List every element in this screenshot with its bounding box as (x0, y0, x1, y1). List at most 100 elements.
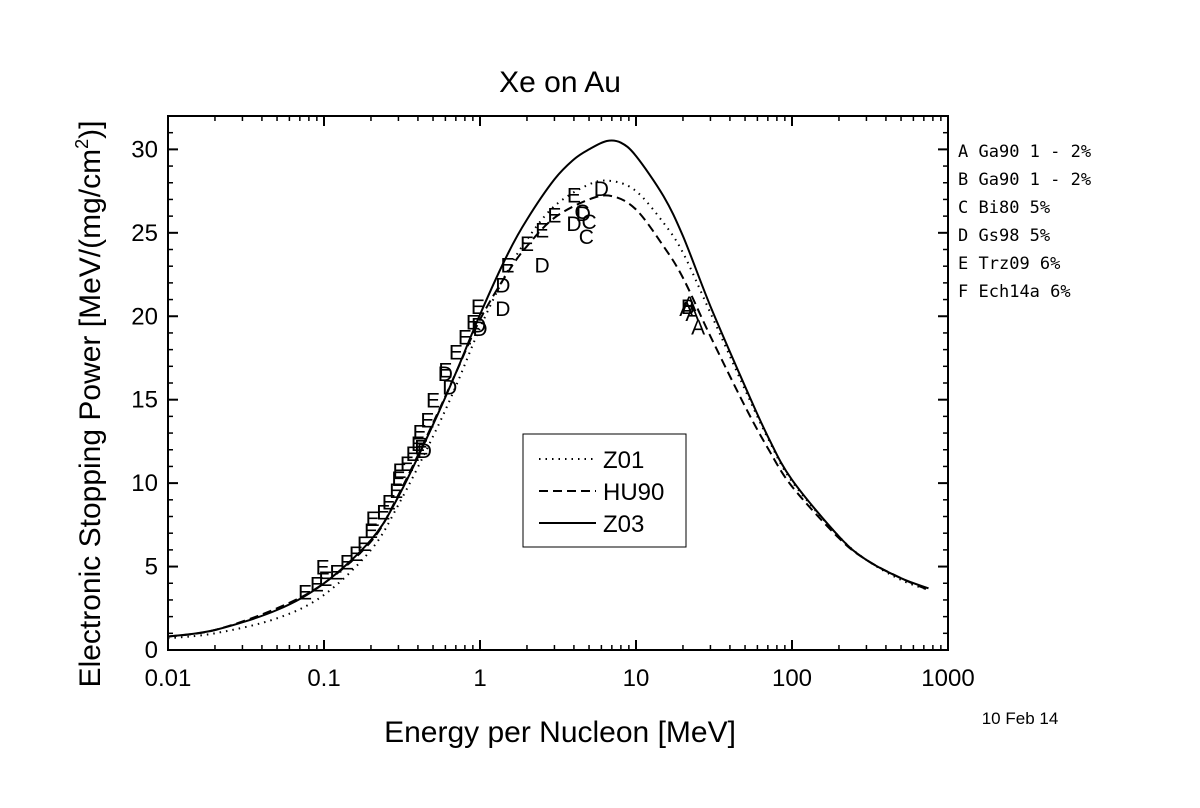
y-tick-label: 20 (131, 303, 158, 330)
axis-ticks: 0.01 0.1 1 10 100 1000 0 5 10 15 20 25 30 (131, 116, 975, 692)
data-point-d: D (576, 203, 591, 226)
reference-item-a: A Ga90 1 - 2% (958, 142, 1091, 162)
data-point-c: C (581, 211, 596, 234)
x-tick-label: 1000 (921, 665, 974, 692)
y-tick-label: 25 (131, 220, 158, 247)
y-axis-label-main: Electronic Stopping Power [MeV/(mg/cm (74, 149, 107, 688)
data-point-a: A (685, 303, 699, 326)
reference-letter: A (958, 142, 968, 162)
data-point-d: D (471, 315, 486, 338)
data-point-d: D (495, 298, 510, 321)
reference-letter: D (958, 226, 968, 246)
reference-list: A Ga90 1 - 2% B Ga90 1 - 2% C Bi80 5% D … (958, 142, 1091, 302)
data-point-e: E (391, 468, 405, 491)
curves (167, 139, 929, 640)
data-point-d: D (438, 363, 453, 386)
date-stamp: 10 Feb 14 (982, 709, 1059, 728)
reference-text: Trz09 6% (979, 254, 1061, 274)
data-point-a: A (691, 316, 705, 339)
reference-text: Ech14a 6% (979, 282, 1071, 302)
data-point-e: E (298, 582, 312, 605)
data-point-e: E (329, 562, 343, 585)
data-points: EEEEEEEEEEEEEEEEEEEEDEEEDDEEEEDDDDEEDEEE… (298, 178, 705, 605)
x-tick-label: 0.1 (307, 665, 340, 692)
x-tick-label: 0.01 (145, 665, 192, 692)
reference-text: Ga90 1 - 2% (979, 142, 1092, 162)
x-tick-label: 1 (473, 665, 486, 692)
data-point-e: E (535, 219, 549, 242)
reference-text: Bi80 5% (979, 198, 1051, 218)
data-point-d: D (417, 440, 432, 463)
data-point-e: E (357, 533, 371, 556)
curve-hu90 (167, 194, 929, 638)
data-point-e: E (406, 443, 420, 466)
data-point-d: D (534, 255, 549, 278)
data-point-c: C (579, 226, 594, 249)
reference-text: Ga90 1 - 2% (979, 170, 1092, 190)
y-tick-label: 15 (131, 387, 158, 414)
x-tick-label: 10 (623, 665, 650, 692)
data-point-b: B (681, 296, 695, 319)
data-point-d: D (566, 213, 581, 236)
data-point-e: E (426, 390, 440, 413)
data-point-d: D (472, 318, 487, 341)
data-point-e: E (466, 311, 480, 334)
reference-text: Gs98 5% (979, 226, 1051, 246)
chart-title: Xe on Au (499, 66, 621, 99)
data-point-e: E (413, 421, 427, 444)
legend-box (522, 433, 687, 548)
legend-label-hu90: HU90 (603, 479, 664, 506)
reference-letter: E (958, 254, 968, 274)
x-tick-label: 100 (772, 665, 812, 692)
data-point-d: D (495, 275, 510, 298)
data-point-e: E (366, 508, 380, 531)
data-point-e: E (364, 520, 378, 543)
data-point-e: E (389, 480, 403, 503)
plot-frame (167, 115, 949, 651)
curve-z01 (167, 179, 929, 640)
y-axis-label-end: )] (74, 121, 107, 139)
data-point-e: E (316, 557, 330, 580)
reference-item-e: E Trz09 6% (958, 254, 1060, 274)
reference-letter: B (958, 170, 968, 190)
data-point-a: A (682, 293, 696, 316)
data-point-e: E (310, 573, 324, 596)
reference-item-f: F Ech14a 6% (958, 282, 1071, 302)
data-point-e: E (458, 326, 472, 349)
data-point-e: E (438, 360, 452, 383)
y-axis-label-superscript: 2 (72, 139, 92, 149)
data-point-e: E (318, 568, 332, 591)
reference-item-d: D Gs98 5% (958, 226, 1050, 246)
reference-item-b: B Ga90 1 - 2% (958, 170, 1091, 190)
data-point-e: E (414, 436, 428, 459)
data-point-e: E (400, 453, 414, 476)
legend-label-z01: Z01 (603, 447, 644, 474)
data-point-a: A (679, 298, 693, 321)
legend-label-z03: Z03 (603, 511, 644, 538)
data-point-e: E (420, 410, 434, 433)
y-tick-label: 10 (131, 470, 158, 497)
y-tick-label: 30 (131, 136, 158, 163)
data-point-e: E (376, 501, 390, 524)
legend: Z01 HU90 Z03 (522, 433, 687, 548)
data-point-c: C (574, 201, 589, 224)
reference-letter: C (958, 198, 968, 218)
x-axis-label: Energy per Nucleon [MeV] (384, 716, 736, 749)
data-point-e: E (547, 204, 561, 227)
reference-item-c: C Bi80 5% (958, 198, 1050, 218)
data-point-e: E (382, 491, 396, 514)
data-point-e: E (340, 552, 354, 575)
reference-letter: F (958, 282, 968, 302)
data-point-e: E (500, 255, 514, 278)
data-point-e: E (411, 433, 425, 456)
data-point-e: E (449, 341, 463, 364)
data-point-e: E (471, 296, 485, 319)
data-point-e: E (393, 460, 407, 483)
y-axis-label: Electronic Stopping Power [MeV/(mg/cm2)] (72, 121, 107, 688)
data-point-d: D (594, 178, 609, 201)
data-point-e: E (567, 184, 581, 207)
data-point-e: E (349, 543, 363, 566)
data-point-e: E (520, 233, 534, 256)
y-tick-label: 0 (145, 637, 158, 664)
